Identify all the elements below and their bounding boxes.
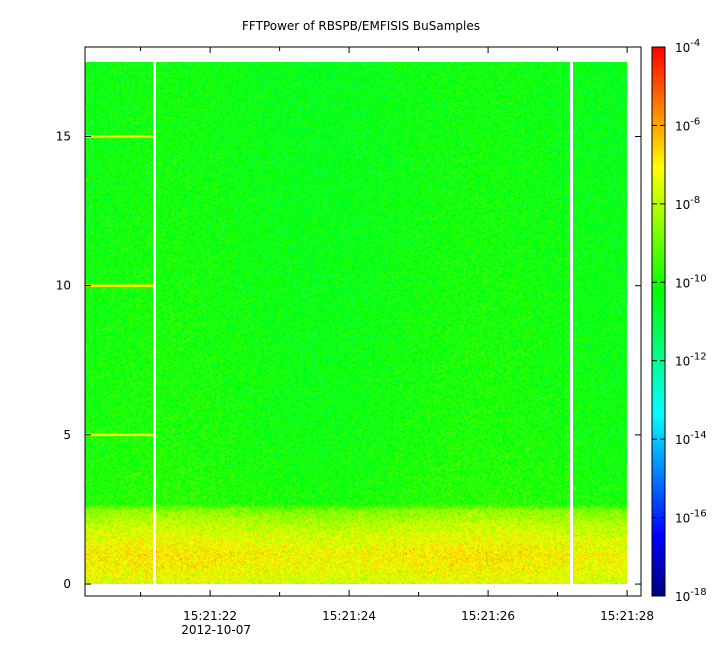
colorbar-tick-label: 10-12 (675, 352, 707, 369)
x-tick-label: 15:21:24 (322, 609, 376, 623)
plot-area (84, 46, 642, 597)
plot-frame (84, 46, 642, 597)
y-tick-label: 10 (56, 279, 71, 293)
spectrogram-raster (85, 62, 627, 584)
x-date-label: 2012-10-07 (181, 623, 251, 637)
x-tick-label: 15:21:28 (600, 609, 654, 623)
x-tick-label: 15:21:22 (183, 609, 237, 623)
colorbar-tick-label: 10-4 (675, 38, 700, 55)
chart-title: FFTPower of RBSPB/EMFISIS BuSamples (242, 19, 480, 33)
colorbar-gradient (651, 46, 666, 597)
x-tick-label: 15:21:26 (461, 609, 515, 623)
colorbar: 10-4 10-6 10-8 10-10 10-12 10-14 10-16 10-18 (651, 38, 707, 604)
y-axis: 0 5 10 15 (56, 130, 641, 591)
colorbar-tick-label: 10-16 (675, 509, 707, 526)
colorbar-tick-label: 10-10 (675, 273, 707, 290)
colorbar-tick-label: 10-8 (675, 195, 700, 212)
colorbar-tick-label: 10-6 (675, 116, 700, 133)
y-tick-label: 15 (56, 130, 71, 144)
y-tick-label: 5 (63, 428, 71, 442)
colorbar-tick-label: 10-14 (675, 430, 707, 447)
colorbar-tick-label: 10-18 (675, 587, 707, 604)
y-tick-label: 0 (63, 577, 71, 591)
